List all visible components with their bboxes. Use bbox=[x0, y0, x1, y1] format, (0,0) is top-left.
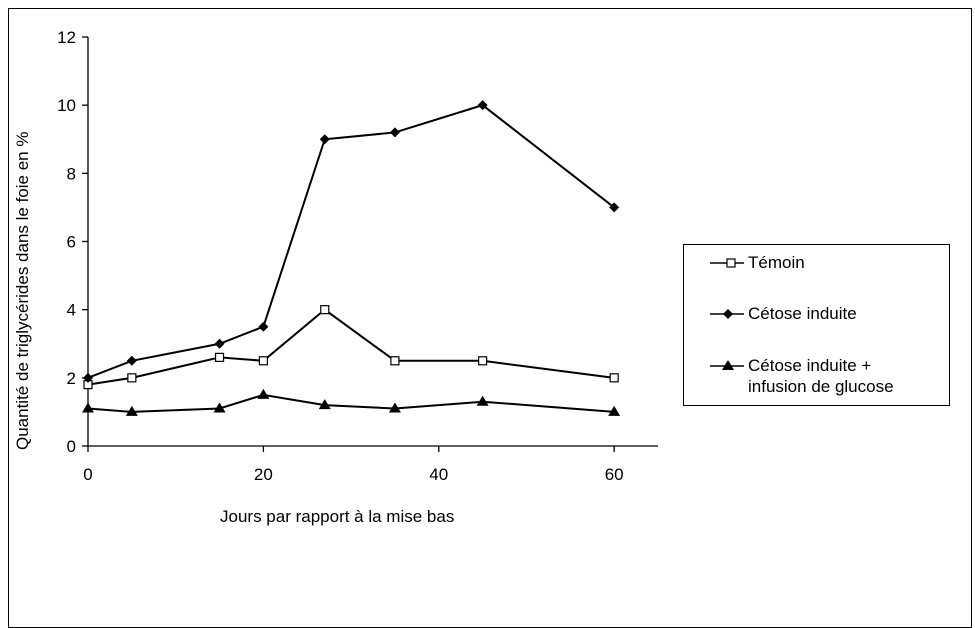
data-point-square bbox=[127, 373, 137, 383]
series-lines bbox=[87, 104, 615, 413]
y-tick-label: 6 bbox=[67, 233, 76, 252]
legend-label-cetose-glucose-line2: infusion de glucose bbox=[748, 377, 894, 396]
y-tick-label: 10 bbox=[57, 96, 76, 115]
data-point-diamond bbox=[319, 134, 330, 145]
legend-label-temoin: Témoin bbox=[748, 253, 805, 272]
filled-triangle-marker-icon bbox=[710, 360, 744, 370]
data-point-triangle bbox=[82, 402, 94, 413]
data-point-triangle bbox=[318, 399, 331, 410]
x-tick-label: 20 bbox=[254, 465, 273, 484]
data-point-diamond bbox=[477, 100, 488, 111]
y-tick-label: 8 bbox=[67, 164, 76, 183]
line-chart: 0 2 4 6 8 10 12 0 20 40 60 bbox=[57, 28, 658, 484]
legend: Témoin Cétose induite Cétose induite + i… bbox=[683, 244, 950, 406]
series-line-1 bbox=[87, 308, 615, 386]
x-tick-label: 0 bbox=[83, 465, 92, 484]
tick-labels: 0 2 4 6 8 10 12 0 20 40 60 bbox=[57, 28, 624, 484]
data-point-square bbox=[214, 352, 225, 362]
y-axis-label: Quantité de triglycérides dans le foie e… bbox=[13, 131, 32, 450]
series-line-2 bbox=[87, 104, 615, 379]
data-point-diamond bbox=[214, 338, 225, 349]
data-point-triangle bbox=[608, 405, 621, 416]
open-square-marker-icon bbox=[710, 258, 744, 268]
legend-label-cetose-glucose-line1: Cétose induite + bbox=[748, 356, 872, 375]
data-point-diamond bbox=[609, 202, 620, 213]
data-point-diamond bbox=[126, 355, 137, 366]
x-tick-label: 60 bbox=[605, 465, 624, 484]
data-point-diamond bbox=[83, 372, 93, 383]
data-point-triangle bbox=[125, 405, 138, 416]
legend-label-cetose-induite: Cétose induite bbox=[748, 304, 857, 323]
data-point-triangle bbox=[476, 395, 489, 406]
y-tick-label: 12 bbox=[57, 28, 76, 47]
series-markers bbox=[82, 100, 621, 416]
x-tick-label: 40 bbox=[429, 465, 448, 484]
data-point-triangle bbox=[213, 402, 226, 413]
data-point-triangle bbox=[257, 388, 270, 399]
y-tick-label: 0 bbox=[67, 437, 76, 456]
data-point-diamond bbox=[258, 321, 269, 332]
data-point-square bbox=[609, 373, 619, 383]
y-tick-label: 2 bbox=[67, 369, 76, 388]
x-axis-label: Jours par rapport à la mise bas bbox=[220, 507, 455, 526]
data-point-triangle bbox=[388, 402, 401, 413]
data-point-diamond bbox=[389, 127, 400, 138]
series-line-3 bbox=[87, 393, 615, 413]
data-point-square bbox=[258, 356, 268, 366]
y-tick-label: 4 bbox=[67, 301, 76, 320]
data-point-square bbox=[320, 305, 330, 315]
data-point-square bbox=[478, 356, 488, 366]
axes bbox=[82, 36, 658, 452]
filled-diamond-marker-icon bbox=[710, 309, 744, 319]
data-point-square bbox=[390, 356, 400, 366]
